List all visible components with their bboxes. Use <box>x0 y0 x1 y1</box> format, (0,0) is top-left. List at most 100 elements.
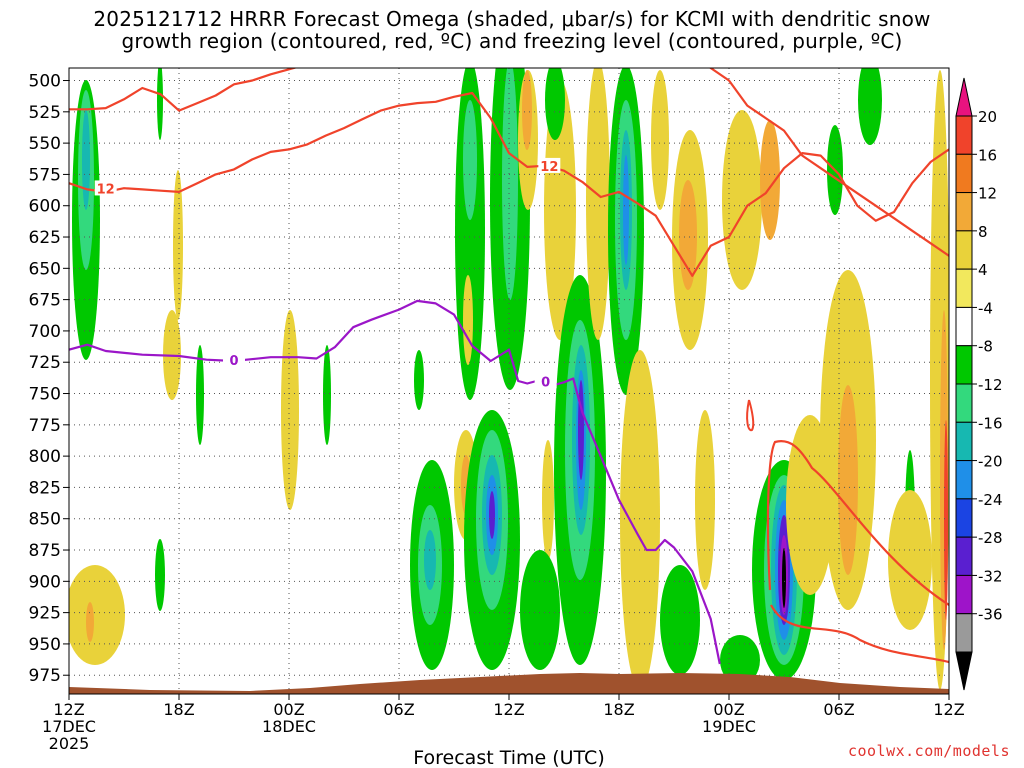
omega-region <box>424 530 436 590</box>
colorbar-tick-label: -4 <box>978 299 993 317</box>
omega-region <box>888 490 932 630</box>
colorbar-swatch <box>955 613 973 653</box>
colorbar-tick-label: 12 <box>978 185 997 203</box>
colorbar-swatch <box>955 192 973 232</box>
y-tick-label: 975 <box>29 666 61 686</box>
omega-region <box>489 491 495 539</box>
chart-title: 2025121712 HRRR Forecast Omega (shaded, … <box>0 8 1024 52</box>
omega-region <box>542 440 554 560</box>
colorbar-tick-label: 4 <box>978 261 988 279</box>
contour-label: 0 <box>229 354 238 369</box>
colorbar-tick-label: -20 <box>978 453 1003 471</box>
x-tick-date-label: 19DEC <box>702 717 756 736</box>
colorbar-tick-label: -24 <box>978 491 1003 509</box>
x-tick-label: 18Z <box>603 700 634 719</box>
chart-title-line2: growth region (contoured, red, ºC) and f… <box>121 29 903 53</box>
colorbar-swatch <box>955 230 973 270</box>
chart-title-line1: 2025121712 HRRR Forecast Omega (shaded, … <box>93 7 931 31</box>
omega-region <box>455 68 485 400</box>
dgz-contour-small-loop <box>746 399 755 432</box>
contour-label-bg <box>538 157 561 173</box>
y-tick-label: 925 <box>29 604 61 624</box>
omega-region <box>522 70 532 150</box>
colorbar-tick-label: -32 <box>978 567 1003 585</box>
colorbar-swatch <box>955 383 973 423</box>
colorbar: 20 16 12 8 4 -4 -8 -12 -16 -20 -24 -28 -32 -36 <box>955 77 1003 691</box>
y-tick-label: 550 <box>29 134 61 154</box>
dgz-contour-lower-region <box>766 440 949 606</box>
grid-lines <box>69 68 949 694</box>
y-tick-label: 900 <box>29 572 61 592</box>
omega-region <box>281 310 299 510</box>
y-tick-label: 800 <box>29 447 61 467</box>
omega-region <box>414 350 424 410</box>
omega-region <box>520 550 560 670</box>
y-tick-label: 600 <box>29 197 61 217</box>
colorbar-bottom-arrow <box>955 651 973 691</box>
colorbar-tick-label: 20 <box>978 108 997 126</box>
colorbar-top-arrow <box>955 77 973 117</box>
omega-region <box>722 110 762 290</box>
colorbar-swatch <box>955 574 973 615</box>
omega-region <box>760 120 780 240</box>
x-tick-label: 12Z <box>493 700 524 719</box>
contour-label: 0 <box>541 375 550 390</box>
omega-region <box>155 539 165 611</box>
colorbar-swatch <box>955 536 973 576</box>
contour-label-bg <box>94 180 117 196</box>
x-tick-label: 06Z <box>383 700 414 719</box>
omega-region <box>695 410 715 590</box>
contour-label: 12 <box>540 160 558 175</box>
omega-region <box>660 565 700 675</box>
x-tick-date-label: 2025 <box>49 734 90 753</box>
omega-region <box>623 155 629 265</box>
omega-region <box>82 110 90 210</box>
y-axis: 500 525 550 575 600 625 650 675 700 725 750 775 800 8… <box>29 72 69 686</box>
omega-region <box>502 68 518 300</box>
x-tick-label: 06Z <box>823 700 854 719</box>
colorbar-swatch <box>955 421 973 462</box>
omega-region <box>323 345 331 445</box>
terrain <box>69 673 949 694</box>
y-tick-label: 500 <box>29 72 61 92</box>
omega-region <box>463 100 477 220</box>
colorbar-tick-label: 16 <box>978 146 997 164</box>
omega-region <box>157 68 163 140</box>
x-tick-label: 00Z <box>713 700 744 719</box>
y-tick-label: 700 <box>29 322 61 342</box>
y-tick-label: 650 <box>29 259 61 279</box>
y-tick-label: 675 <box>29 291 61 311</box>
omega-region <box>586 68 610 340</box>
omega-region <box>544 80 576 340</box>
colorbar-swatch <box>955 498 973 538</box>
omega-region <box>858 68 882 145</box>
x-tick-label: 12Z <box>53 700 84 719</box>
y-tick-label: 825 <box>29 478 61 498</box>
y-tick-label: 750 <box>29 385 61 405</box>
contour-label-bg <box>223 351 245 367</box>
omega-region <box>782 548 786 608</box>
contour-label: 12 <box>97 182 115 197</box>
colorbar-swatch <box>955 460 973 500</box>
dgz-contour-lower-region <box>770 604 949 664</box>
x-tick-date-label: 18DEC <box>262 717 316 736</box>
colorbar-swatch <box>955 153 973 194</box>
x-axis-label: Forecast Time (UTC) <box>413 747 604 768</box>
omega-region <box>173 170 183 320</box>
omega-region <box>69 565 125 665</box>
colorbar-tick-label: -8 <box>978 338 993 356</box>
contour-lines: 12 12 0 0 <box>69 68 949 665</box>
y-tick-label: 525 <box>29 103 61 123</box>
contour-label-bg <box>534 373 557 389</box>
x-tick-date-label: 17DEC <box>42 717 96 736</box>
x-tick-label: 00Z <box>273 700 304 719</box>
colorbar-swatch <box>955 345 973 385</box>
y-tick-label: 875 <box>29 541 61 561</box>
y-tick-label: 950 <box>29 635 61 655</box>
omega-region <box>651 70 669 210</box>
dgz-contour-lower <box>69 91 949 277</box>
colorbar-swatch <box>955 115 973 155</box>
colorbar-tick-label: -28 <box>978 529 1003 547</box>
